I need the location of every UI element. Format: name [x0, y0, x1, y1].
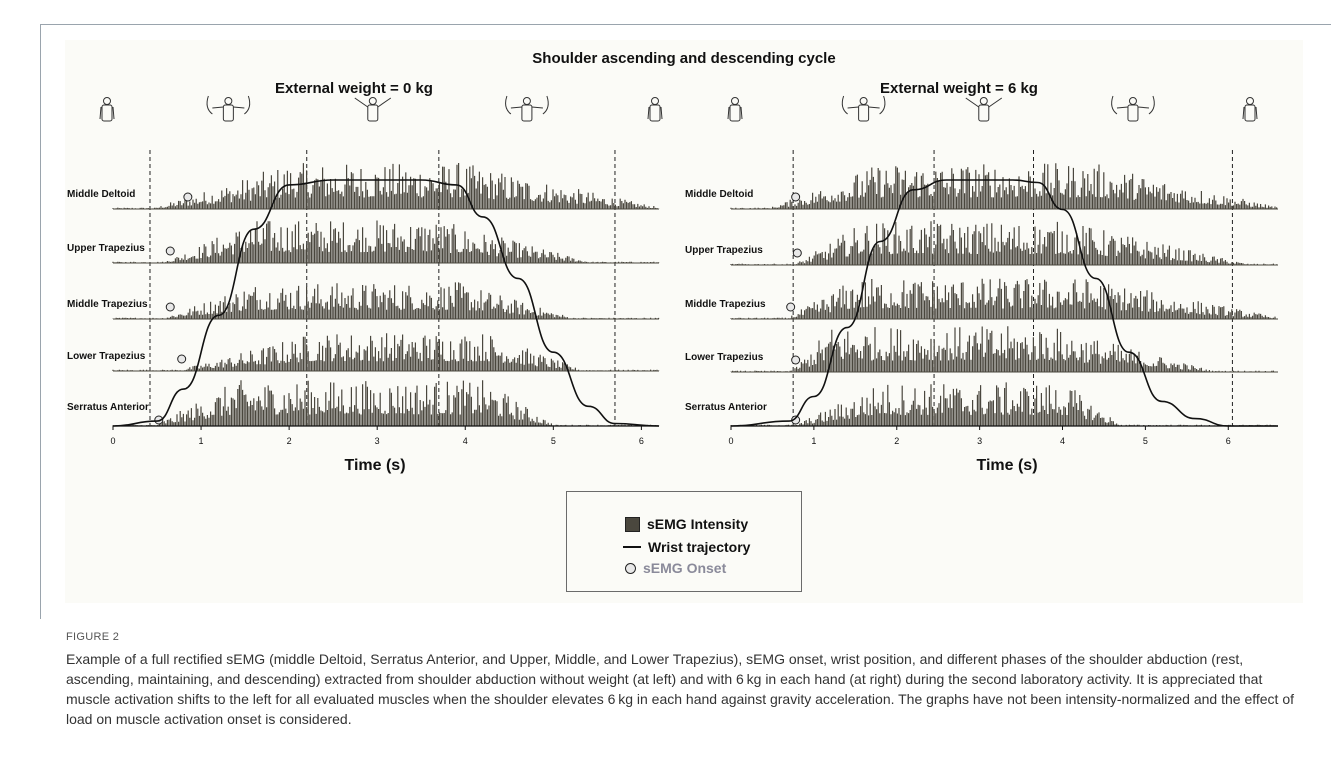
x-tick-label: 4: [1060, 436, 1065, 446]
x-tick-label: 3: [375, 436, 380, 446]
x-tick-label: 5: [1143, 436, 1148, 446]
emg-intensity-trace: [112, 282, 660, 319]
x-tick-label: 3: [977, 436, 982, 446]
muscle-label: Lower Trapezius: [685, 352, 764, 363]
emg-intensity-trace: [730, 382, 1278, 426]
muscle-label: Upper Trapezius: [67, 243, 145, 254]
legend-label-onset: sEMG Onset: [643, 560, 727, 576]
chart-title: Shoulder ascending and descending cycle: [532, 50, 835, 67]
rest-figure-icon: [99, 97, 115, 122]
x-tick-label: 0: [728, 436, 733, 446]
ascending-figure-icon: [206, 95, 251, 122]
emg-chart: Shoulder ascending and descending cycle E…: [67, 50, 1278, 474]
emg-intensity-trace: [112, 333, 660, 371]
x-tick-label: 1: [199, 436, 204, 446]
ascending-figure-icon: [841, 95, 886, 122]
x-tick-label: 4: [463, 436, 468, 446]
figure-caption: Example of a full rectified sEMG (middle…: [66, 651, 1295, 727]
emg-intensity-trace: [112, 380, 660, 426]
x-tick-label: 2: [287, 436, 292, 446]
x-tick-label: 1: [811, 436, 816, 446]
emg-onset-marker: [792, 248, 802, 258]
x-axis-label: Time (s): [976, 457, 1037, 474]
rest-figure-icon: [727, 97, 743, 122]
rest-figure-icon: [1242, 97, 1258, 122]
wrist-trajectory-line: [112, 179, 660, 427]
emg-onset-marker: [183, 192, 193, 202]
emg-onset-marker: [786, 302, 796, 312]
x-tick-label: 0: [110, 436, 115, 446]
trajectory-line-icon: [623, 546, 641, 548]
muscle-label: Upper Trapezius: [685, 245, 763, 256]
figure-frame: [40, 24, 1331, 619]
emg-onset-marker: [791, 355, 801, 365]
legend-item-intensity: sEMG Intensity: [625, 516, 748, 532]
emg-intensity-trace: [730, 326, 1278, 372]
x-axis-label: Time (s): [344, 457, 405, 474]
wrist-trajectory-line: [730, 179, 1278, 427]
muscle-label: Middle Deltoid: [685, 189, 753, 200]
intensity-swatch-icon: [625, 516, 640, 532]
x-tick-label: 6: [639, 436, 644, 446]
maintaining-figure-icon: [965, 97, 1003, 122]
legend-item-trajectory: Wrist trajectory: [623, 539, 750, 555]
panel-subtitle: External weight = 0 kg: [275, 80, 433, 97]
legend-item-onset: sEMG Onset: [625, 560, 726, 576]
figure-panel: Shoulder ascending and descending cycle E…: [65, 40, 1303, 603]
panel-6kg: External weight = 6 kg Middle Deltoid Uppe…: [685, 80, 1278, 474]
x-tick-label: 2: [894, 436, 899, 446]
legend-label-intensity: sEMG Intensity: [647, 516, 749, 532]
muscle-label: Middle Trapezius: [67, 299, 148, 310]
muscle-label: Middle Trapezius: [685, 299, 766, 310]
emg-onset-marker: [177, 354, 187, 364]
emg-onset-marker: [165, 302, 175, 312]
onset-circle-icon: [625, 562, 636, 574]
muscle-label: Serratus Anterior: [67, 402, 149, 413]
muscle-label: Middle Deltoid: [67, 189, 135, 200]
emg-intensity-trace: [112, 163, 660, 209]
panel-0kg: External weight = 0 kg Middle Deltoid Uppe…: [67, 80, 663, 474]
emg-intensity-trace: [730, 163, 1278, 209]
legend: sEMG Intensity Wrist trajectory sEMG Ons…: [566, 491, 802, 592]
muscle-label: Lower Trapezius: [67, 351, 146, 362]
muscle-label: Serratus Anterior: [685, 402, 767, 413]
descending-figure-icon: [1111, 95, 1155, 122]
x-tick-label: 5: [551, 436, 556, 446]
descending-figure-icon: [505, 95, 549, 122]
x-tick-label: 6: [1226, 436, 1231, 446]
figure-label: FIGURE 2: [66, 631, 120, 643]
emg-onset-marker: [165, 246, 175, 256]
emg-intensity-trace: [730, 221, 1278, 265]
maintaining-figure-icon: [354, 97, 392, 122]
rest-figure-icon: [647, 97, 663, 122]
legend-label-trajectory: Wrist trajectory: [648, 539, 751, 555]
emg-onset-marker: [791, 192, 801, 202]
emg-intensity-trace: [730, 278, 1278, 319]
panel-subtitle: External weight = 6 kg: [880, 80, 1038, 97]
emg-onset-marker: [154, 415, 164, 425]
emg-intensity-trace: [112, 220, 660, 263]
